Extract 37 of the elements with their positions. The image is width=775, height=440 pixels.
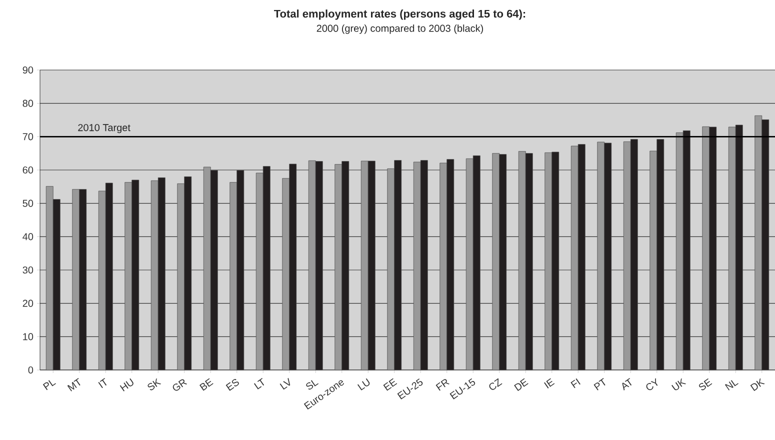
ref-line-label: 2010 Target [78,124,130,134]
x-tick-label: IT [98,378,107,388]
y-tick-label: 80 [22,100,34,107]
y-tick-label: 0 [28,366,34,374]
x-tick-label: CZ [489,378,502,390]
y-tick-label: 20 [22,300,34,307]
x-tick-label: SE [698,378,712,390]
x-tick-label: DE [514,378,528,392]
x-tick-label: IE [544,378,555,388]
x-tick-label: DK [750,378,765,392]
x-tick-label: ES [226,379,239,391]
y-tick-label: 10 [23,333,34,340]
chart-subtitle: 2000 (grey) compared to 2003 (black) [316,24,484,34]
x-tick-label: CY [646,378,658,390]
chart-title: Total employment rates (persons aged 15 to 64): [274,10,526,20]
x-tick-label: AT [622,378,632,390]
x-tick-label: GR [172,379,188,391]
x-tick-label: BE [200,378,214,391]
x-tick-label: FI [570,378,580,388]
x-tick-label: MT [67,378,80,392]
x-tick-label: FR [436,379,450,391]
y-tick-label: 50 [22,200,34,207]
x-tick-label: PT [594,378,606,390]
y-tick-label: 90 [22,66,34,74]
y-tick-label: 70 [22,133,34,140]
x-tick-label: LV [280,378,290,390]
x-tick-label: LT [254,378,264,390]
x-tick-label: SK [148,378,162,390]
x-tick-label: HU [120,378,134,392]
x-tick-label: EE [383,378,398,391]
x-tick-label: UK [672,378,686,390]
x-tick-label: NL [724,380,738,390]
x-tick-label: PL [42,380,56,390]
y-tick-label: 60 [22,166,34,174]
y-tick-label: 30 [22,266,34,274]
x-tick-label: LU [357,378,370,390]
y-tick-label: 40 [22,233,34,240]
